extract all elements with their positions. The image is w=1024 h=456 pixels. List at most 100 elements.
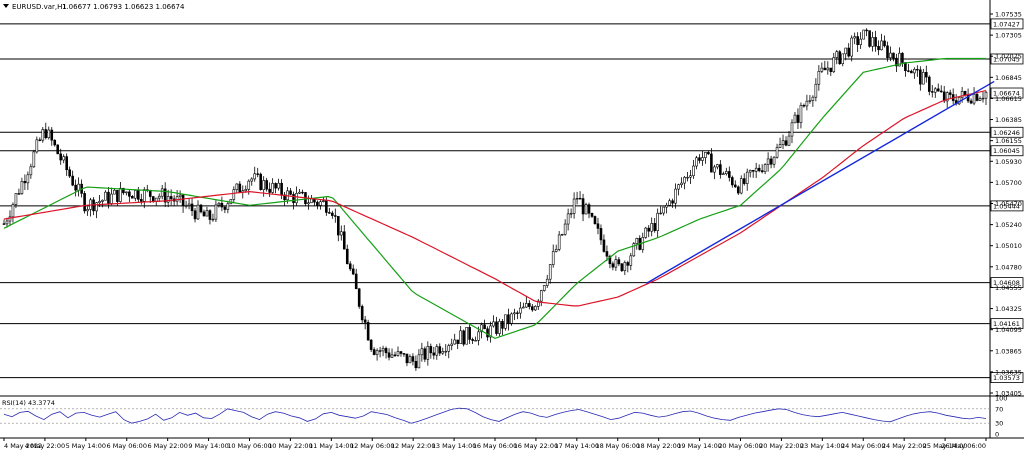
candle-body bbox=[265, 180, 268, 190]
level-price-label: 1.03573 bbox=[993, 374, 1020, 382]
candle-body bbox=[20, 181, 24, 194]
candle-body bbox=[83, 193, 86, 212]
price-tick-label: 1.06385 bbox=[995, 116, 1022, 124]
level-price-tag bbox=[990, 53, 1024, 65]
time-tick-label: 18 May 22:00 bbox=[636, 442, 681, 450]
ma-slow-line bbox=[3, 90, 987, 307]
horizontal-levels: 1.07427 1.07045 1.06246 1.06045 1.05444 1.046… bbox=[0, 18, 1024, 383]
candle-body bbox=[626, 262, 630, 266]
candle-body bbox=[659, 212, 662, 215]
candle-body bbox=[59, 153, 63, 161]
candle-body bbox=[98, 201, 101, 204]
candle-body bbox=[936, 88, 940, 92]
candle-body bbox=[916, 68, 919, 71]
candle-body bbox=[868, 30, 871, 47]
candle-body bbox=[933, 88, 937, 93]
rsi-panel: 100 70 30 0 RSI(14) 43.3774 bbox=[0, 395, 1024, 439]
candle-body bbox=[859, 38, 862, 45]
candle-body bbox=[644, 227, 648, 238]
candle-body bbox=[77, 183, 80, 191]
candle-body bbox=[757, 167, 761, 171]
level-price-label: 1.06045 bbox=[993, 147, 1020, 155]
candle-body bbox=[733, 184, 737, 188]
candle-body bbox=[635, 237, 639, 244]
price-tick-label: 1.04780 bbox=[995, 263, 1022, 271]
time-tick-label: 24 May 06:00 bbox=[841, 442, 886, 450]
candle-body bbox=[572, 198, 576, 214]
candle-body bbox=[596, 223, 600, 229]
candle-body bbox=[372, 349, 376, 355]
candle-body bbox=[480, 324, 483, 333]
candle-body bbox=[629, 255, 633, 266]
time-tick-label: 17 May 14:00 bbox=[555, 442, 600, 450]
candle-body bbox=[280, 182, 283, 196]
candle-body bbox=[202, 211, 206, 217]
candle-body bbox=[348, 263, 352, 270]
candle-body bbox=[692, 165, 695, 177]
candle-body bbox=[853, 36, 856, 39]
candle-body bbox=[829, 67, 833, 73]
candle-body bbox=[650, 223, 654, 232]
candle-body bbox=[898, 52, 901, 67]
candle-body bbox=[927, 76, 931, 92]
candle-body bbox=[748, 170, 752, 173]
candle-body bbox=[656, 212, 659, 231]
candle-body bbox=[611, 263, 615, 268]
candle-body bbox=[796, 114, 800, 123]
candle-body bbox=[411, 356, 415, 362]
candle-body bbox=[877, 46, 880, 51]
rsi-tick-label: 30 bbox=[995, 420, 1003, 428]
candle-body bbox=[865, 29, 868, 32]
candle-body bbox=[772, 156, 776, 165]
symbol-dropdown-icon[interactable] bbox=[3, 4, 9, 8]
candle-body bbox=[235, 183, 239, 190]
candle-body bbox=[295, 193, 298, 204]
candle-body bbox=[760, 170, 764, 173]
candle-body bbox=[695, 157, 698, 167]
time-tick-label: 11 May 14:00 bbox=[309, 442, 354, 450]
candle-body bbox=[447, 345, 451, 352]
candle-body bbox=[751, 170, 755, 172]
time-tick-label: 6 May 22:00 bbox=[147, 442, 187, 450]
candle-body bbox=[53, 139, 57, 146]
candle-body bbox=[522, 306, 525, 309]
candle-body bbox=[268, 188, 271, 193]
candle-body bbox=[907, 70, 910, 72]
candle-body bbox=[178, 194, 182, 198]
candle-body bbox=[960, 91, 964, 98]
candle-body bbox=[563, 223, 567, 235]
time-tick-label: 19 May 14:00 bbox=[677, 442, 722, 450]
candle-body bbox=[817, 71, 821, 85]
time-tick-label: 16 May 22:00 bbox=[514, 442, 559, 450]
candle-body bbox=[390, 354, 394, 358]
candle-body bbox=[677, 184, 680, 190]
time-tick-label: 26 May 06:00 bbox=[941, 442, 986, 450]
candle-body bbox=[8, 216, 12, 222]
candle-body bbox=[841, 53, 845, 65]
candle-body bbox=[525, 303, 528, 308]
candle-body bbox=[405, 353, 409, 364]
candle-body bbox=[617, 259, 621, 265]
candle-body bbox=[781, 140, 785, 145]
candle-body bbox=[516, 312, 519, 314]
candle-body bbox=[122, 187, 125, 194]
candle-body bbox=[238, 183, 242, 193]
candle-body bbox=[211, 218, 215, 221]
candle-body bbox=[71, 175, 74, 186]
candle-body bbox=[736, 186, 740, 194]
candle-body bbox=[539, 290, 543, 302]
candle-body bbox=[701, 157, 704, 161]
price-tick-label: 1.05010 bbox=[995, 242, 1022, 250]
candle-body bbox=[707, 152, 710, 155]
candle-body bbox=[289, 190, 292, 195]
price-tick-label: 1.06155 bbox=[995, 137, 1022, 145]
candle-body bbox=[680, 182, 683, 186]
trendline bbox=[646, 80, 995, 284]
candle-body bbox=[402, 353, 406, 355]
candle-body bbox=[548, 264, 552, 280]
price-tick-label: 1.06845 bbox=[995, 74, 1022, 82]
price-tick-label: 1.03635 bbox=[995, 368, 1022, 376]
